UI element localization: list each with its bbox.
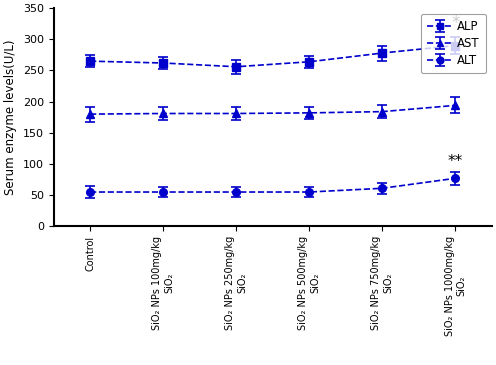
Text: *: * [451, 14, 459, 32]
Legend: ALP, AST, ALT: ALP, AST, ALT [421, 14, 486, 73]
Text: **: ** [448, 154, 463, 169]
Y-axis label: Serum enzyme levels(U/L): Serum enzyme levels(U/L) [4, 39, 17, 195]
